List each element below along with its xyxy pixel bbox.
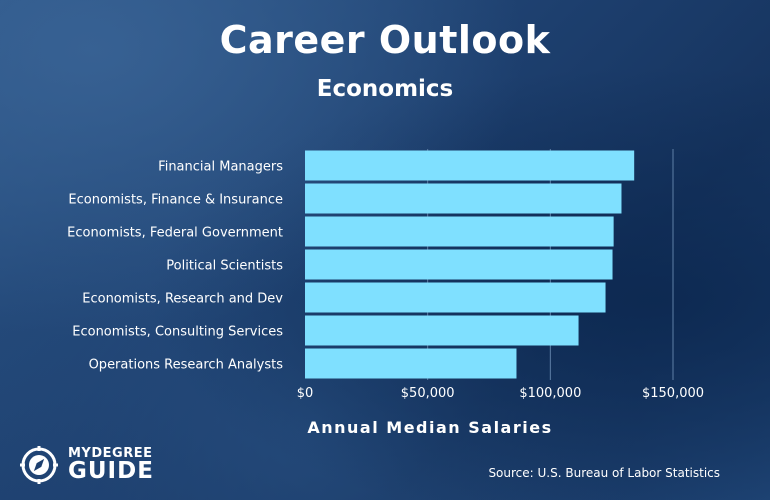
category-label-3: Economists, Federal Government <box>67 226 283 241</box>
x-tick-label-0: $0 <box>297 386 314 401</box>
logo-text-bottom: GUIDE <box>68 458 154 484</box>
mydegreeguide-logo[interactable]: MYDEGREE GUIDE <box>20 444 160 488</box>
category-label-1: Financial Managers <box>158 160 283 175</box>
x-axis-label: Annual Median Salaries <box>307 418 553 437</box>
x-tick-label-1: $50,000 <box>401 386 455 401</box>
page-subtitle: Economics <box>316 76 454 102</box>
compass-icon <box>20 446 58 484</box>
bar-3 <box>305 216 614 247</box>
bar-4 <box>305 249 613 280</box>
bar-5 <box>305 282 606 313</box>
bar-1 <box>305 150 635 181</box>
bar-6 <box>305 315 579 346</box>
logo-text-top: MYDEGREE <box>68 446 153 461</box>
category-label-7: Operations Research Analysts <box>89 358 284 373</box>
source-note: Source: U.S. Bureau of Labor Statistics <box>488 466 720 480</box>
category-label-2: Economists, Finance & Insurance <box>68 193 283 208</box>
category-label-5: Economists, Research and Dev <box>82 292 283 307</box>
category-label-6: Economists, Consulting Services <box>72 325 283 340</box>
page-title: Career Outlook <box>219 18 551 62</box>
bar-2 <box>305 183 622 214</box>
x-tick-label-2: $100,000 <box>519 386 581 401</box>
category-label-4: Political Scientists <box>166 259 283 274</box>
x-tick-label-3: $150,000 <box>642 386 704 401</box>
bar-7 <box>305 348 517 379</box>
